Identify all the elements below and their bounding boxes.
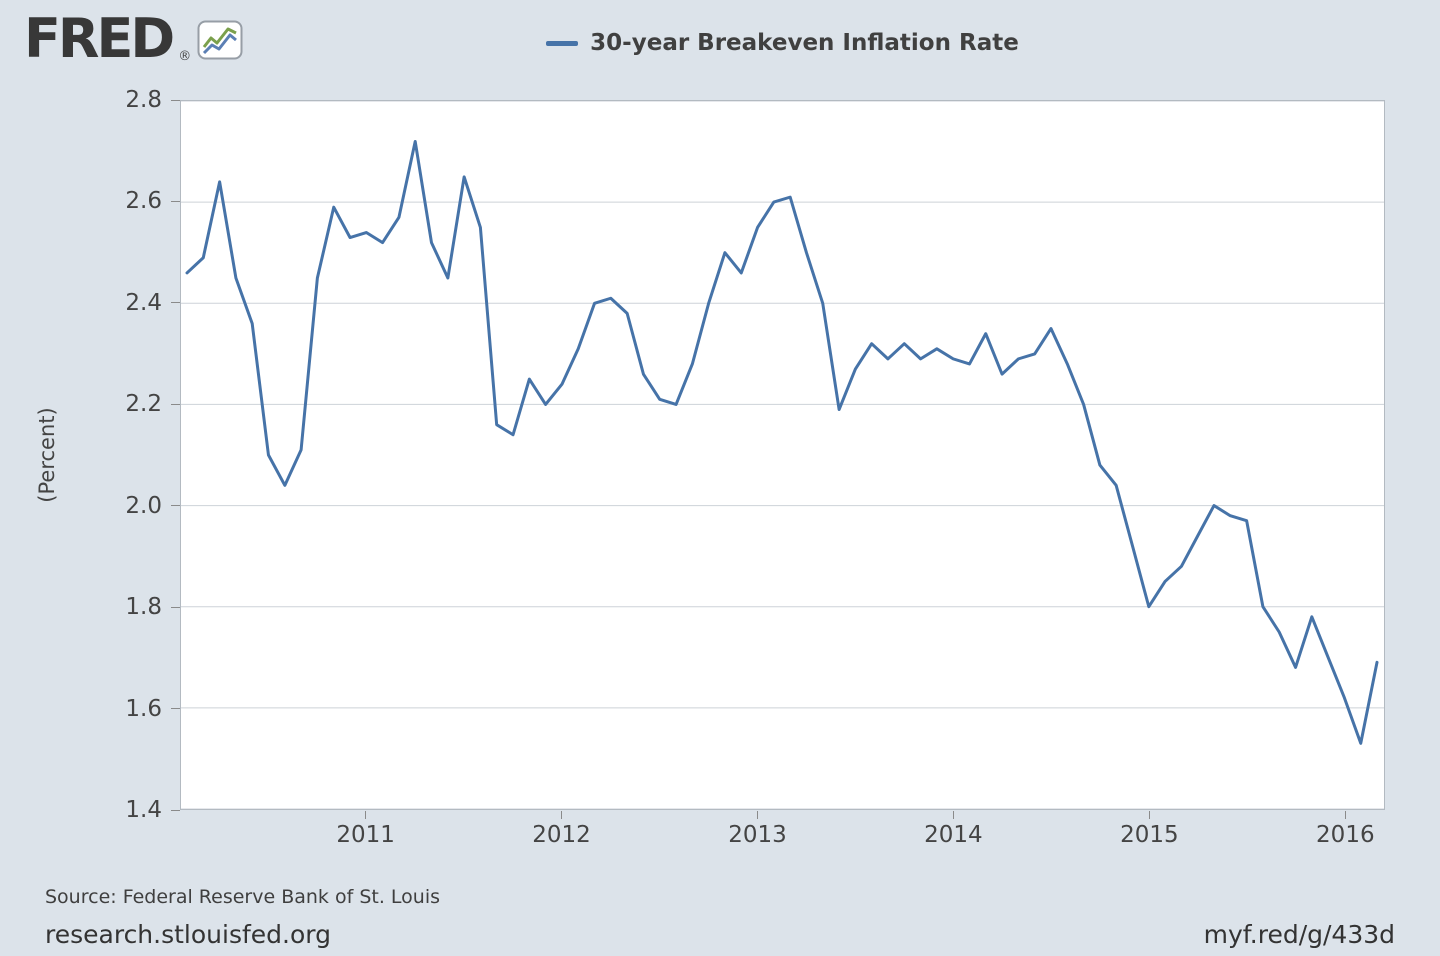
y-axis-tick-mark [171,403,180,405]
research-site-link[interactable]: research.stlouisfed.org [45,920,331,949]
x-axis-tick-label: 2011 [336,822,395,848]
plot-area [180,100,1385,810]
y-axis-tick-mark [171,606,180,608]
line-chart [181,101,1384,809]
legend-line-swatch [546,40,579,46]
fred-logo-text: FRED [24,7,175,70]
y-axis-tick-label: 1.8 [125,594,162,621]
y-axis-tick-label: 2.4 [125,289,162,316]
x-axis-tick-label: 2013 [728,822,787,848]
x-axis-tick-label: 2014 [924,822,983,848]
x-axis-tick-label: 2015 [1120,822,1179,848]
y-axis-tick-label: 2.0 [125,492,162,519]
y-axis-tick-mark [171,302,180,304]
x-axis-tick-mark [1148,811,1150,819]
x-axis-tick-mark [952,811,954,819]
x-axis-tick-label: 2012 [532,822,591,848]
registered-trademark: ® [178,49,192,64]
y-axis-title: (Percent) [35,407,59,503]
series-line [185,139,1379,745]
y-axis-tick-mark [171,200,180,202]
y-axis-tick-label: 2.8 [125,87,162,113]
y-axis-tick-mark [171,708,180,710]
y-axis-tick-mark [171,505,180,507]
y-axis-tick-label: 1.4 [125,797,162,823]
y-axis-tick-label: 2.2 [125,391,162,418]
source-attribution: Source: Federal Reserve Bank of St. Loui… [45,886,441,908]
chart-legend: 30-year Breakeven Inflation Rate [180,30,1385,56]
legend-series-label: 30-year Breakeven Inflation Rate [590,30,1019,56]
y-axis-tick-mark [171,99,180,101]
y-axis-tick-label: 2.6 [125,188,162,215]
x-axis-tick-mark [365,811,367,819]
x-axis-tick-label: 2016 [1316,822,1375,848]
x-axis-tick-mark [1344,811,1346,819]
x-axis-tick-mark [757,811,758,819]
short-url-link[interactable]: myf.red/g/433d [1203,920,1395,949]
x-axis-tick-mark [561,811,563,819]
fred-chart-icon [197,20,243,64]
y-axis-tick-label: 1.6 [125,695,162,722]
fred-logo[interactable]: FRED ® [24,12,243,66]
y-axis-tick-mark [171,809,180,811]
